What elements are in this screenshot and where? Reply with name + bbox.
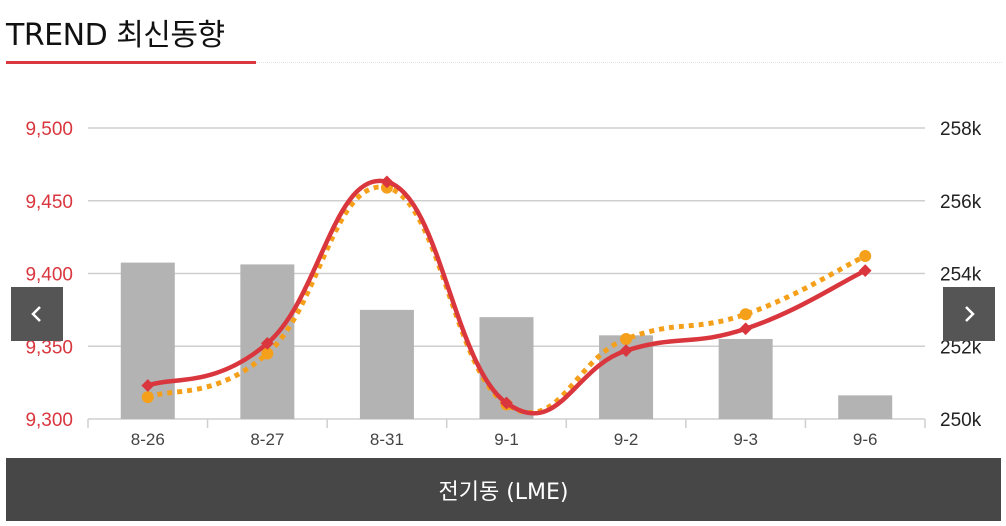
solid-series-point <box>380 175 394 189</box>
x-tick-label: 8-31 <box>370 430 404 449</box>
solid-series-line <box>147 178 867 416</box>
prev-button[interactable] <box>11 287 63 341</box>
x-tick-label: 9-1 <box>494 430 519 449</box>
solid-series-point <box>500 396 513 410</box>
solid-series-point <box>260 336 274 350</box>
bar <box>718 338 773 419</box>
bar <box>359 309 414 419</box>
dotted-series-point <box>739 308 752 321</box>
x-tick-label: 9-2 <box>614 430 639 449</box>
dotted-series-point <box>261 347 274 360</box>
dotted-series-point <box>620 332 633 345</box>
title-underline <box>6 61 256 64</box>
bar <box>838 395 893 419</box>
chevron-left-icon <box>31 306 41 322</box>
solid-series-point <box>739 322 753 336</box>
x-tick-label: 8-27 <box>250 430 284 449</box>
chevron-right-icon <box>965 306 975 322</box>
x-tick-label: 8-26 <box>131 430 165 449</box>
y-left-tick-label: 9,300 <box>25 410 73 431</box>
y-right-tick-label: 256k <box>940 192 982 213</box>
y-left-tick-label: 9,500 <box>25 119 73 140</box>
y-right-tick-label: 258k <box>940 119 982 140</box>
y-left-tick-label: 9,400 <box>25 265 73 286</box>
solid-series-point <box>141 379 155 392</box>
title-divider <box>256 62 1002 63</box>
footer-category-label[interactable]: 전기동 (LME) <box>6 458 1001 521</box>
x-tick-label: 9-3 <box>733 430 758 449</box>
y-right-tick-label: 250k <box>940 410 982 431</box>
dotted-series-point <box>859 250 872 263</box>
page-title: TREND 최신동향 <box>6 18 225 53</box>
y-right-tick-label: 252k <box>940 337 982 358</box>
trend-chart: 9,300 9,350 9,400 9,450 9,500 250k 252k 254k 25… <box>25 119 982 449</box>
next-button[interactable] <box>943 287 995 341</box>
dotted-series-point <box>141 391 154 404</box>
page-header: TREND 최신동향 <box>0 0 1006 70</box>
y-left-tick-label: 9,350 <box>25 337 73 358</box>
y-left-tick-label: 9,450 <box>25 192 73 213</box>
x-tick-label: 9-6 <box>853 430 878 449</box>
y-right-tick-label: 254k <box>940 265 982 286</box>
